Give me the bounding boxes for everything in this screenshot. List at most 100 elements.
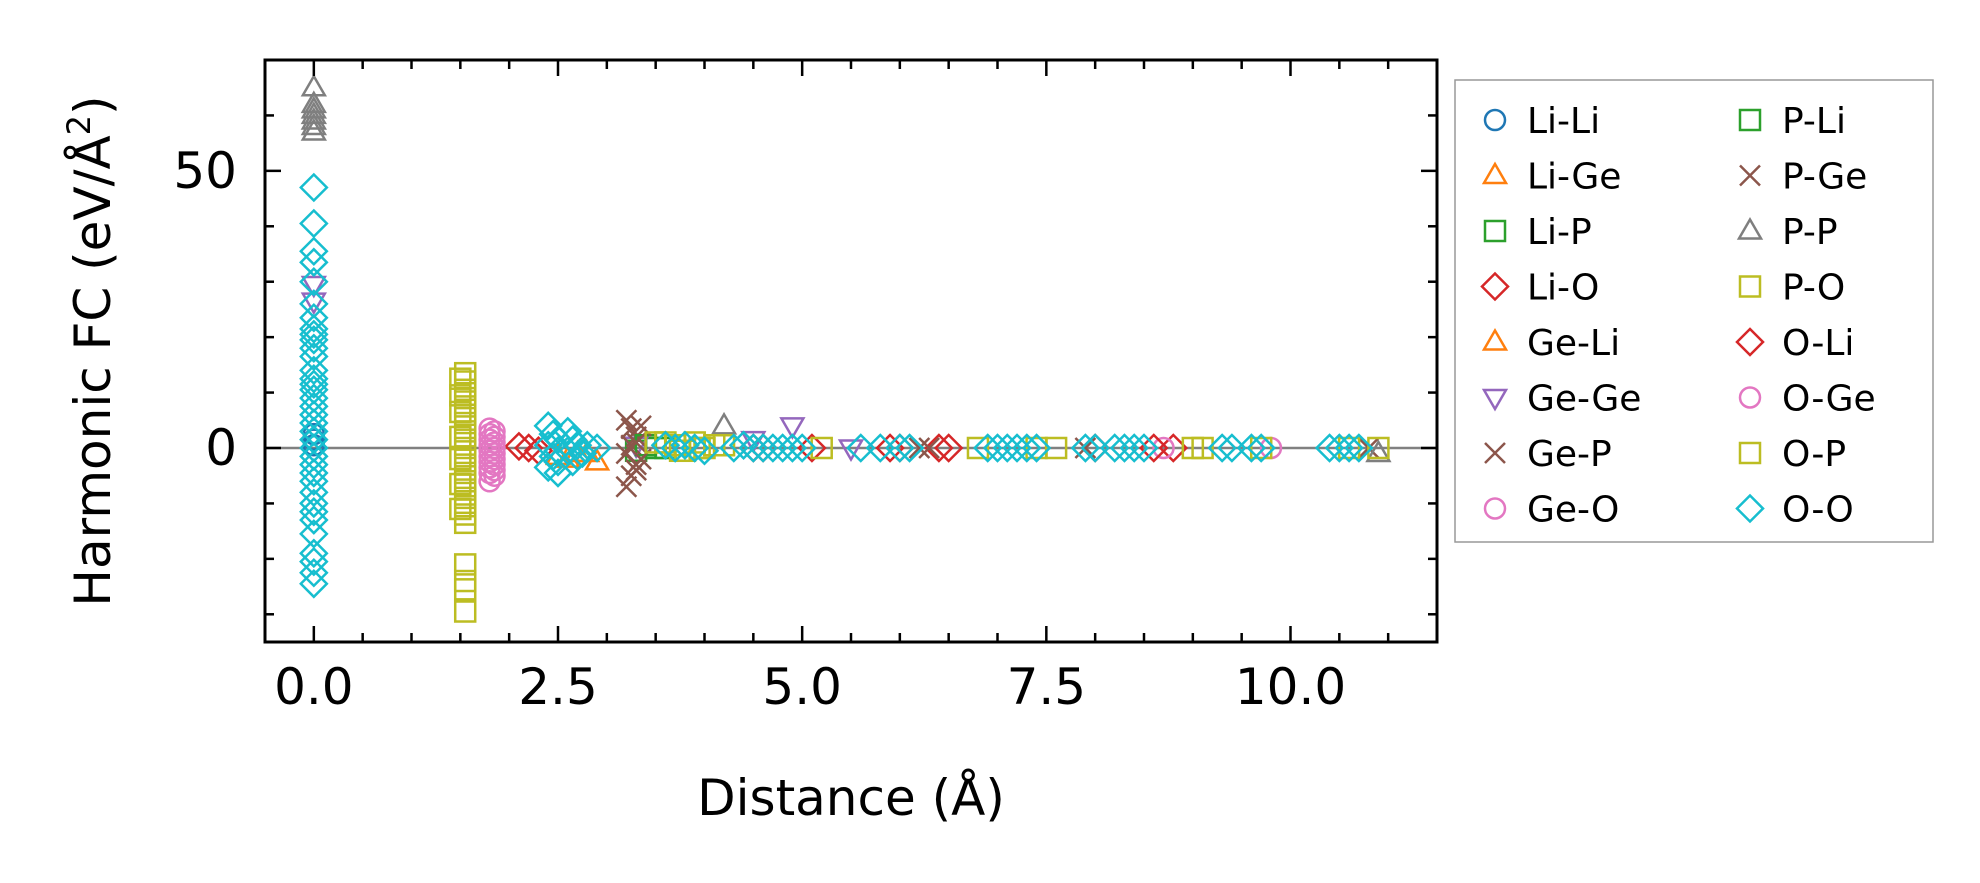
y-axis-title-superscript: 2	[60, 115, 98, 135]
data-point-o-o	[299, 325, 329, 355]
data-point-ge-p	[615, 475, 638, 498]
data-point-li-li	[302, 428, 326, 451]
legend-frame	[1454, 79, 1934, 543]
data-point-o-o	[777, 433, 808, 463]
data-point-o-o	[299, 488, 329, 519]
y-tick-label: 0	[205, 419, 237, 477]
y-axis-title: Harmonic FC (eV/Å2)	[60, 95, 122, 606]
data-point-o-ge	[483, 464, 506, 487]
data-point-o-o	[738, 433, 769, 463]
data-point-o-o	[982, 433, 1013, 463]
data-point-o-o	[533, 411, 564, 441]
data-point-o-o	[728, 430, 759, 460]
data-point-o-o	[1334, 433, 1364, 463]
data-point-p-p	[1365, 439, 1392, 463]
data-point-o-p	[449, 425, 472, 449]
legend-marker-p-p	[1736, 217, 1764, 240]
data-point-o-o	[992, 433, 1023, 463]
legend: Li-Li Li-Ge Li-P Li-O Ge-Li Ge-Ge Ge-P Ge-O P-Li…	[1454, 79, 1934, 543]
data-point-o-o	[299, 557, 329, 588]
data-point-o-p	[449, 384, 472, 407]
data-point-o-o	[1080, 433, 1110, 463]
x-tick-label: 0.0	[274, 658, 354, 716]
data-point-o-o	[972, 433, 1003, 463]
axis-ticks	[263, 58, 1439, 642]
data-point-o-o	[582, 433, 612, 463]
data-point-o-p	[1191, 436, 1214, 460]
legend-marker-o-li	[1735, 327, 1765, 357]
legend-marker-ge-ge	[1481, 388, 1509, 412]
data-point-o-p	[1044, 436, 1068, 460]
legend-marker-o-o	[1735, 493, 1765, 524]
data-point-li-o	[924, 433, 954, 463]
data-point-li-o	[797, 433, 827, 463]
data-point-ge-o	[1152, 436, 1175, 460]
data-point-o-o	[299, 505, 329, 535]
data-point-o-o	[689, 436, 720, 466]
legend-label-p-li: P-Li	[1782, 101, 1846, 142]
data-point-o-o	[748, 433, 778, 463]
legend-marker-li-p	[1483, 219, 1507, 243]
data-point-o-ge	[483, 436, 506, 460]
data-point-p-o	[966, 436, 990, 460]
data-point-o-o	[1002, 433, 1032, 463]
legend-marker-li-li	[1483, 108, 1507, 132]
legend-marker-ge-li	[1481, 328, 1509, 351]
data-point-o-o	[845, 433, 876, 463]
data-point-li-o	[504, 431, 534, 462]
data-point-o-o	[1324, 433, 1355, 463]
legend-marker-o-ge	[1738, 386, 1762, 409]
legend-marker-o-p	[1738, 441, 1762, 465]
data-point-o-o	[1314, 433, 1345, 463]
data-point-o-o	[299, 569, 329, 599]
data-point-o-o	[299, 538, 329, 569]
data-point-o-p	[1337, 436, 1361, 460]
data-point-o-o	[299, 319, 329, 350]
legend-label-ge-li: Ge-Li	[1527, 323, 1620, 364]
data-point-o-o	[660, 433, 690, 463]
legend-label-ge-ge: Ge-Ge	[1527, 379, 1641, 420]
data-point-o-o	[885, 433, 915, 463]
legend-marker-p-li	[1738, 108, 1762, 132]
data-point-p-o	[1249, 436, 1273, 460]
data-point-o-o	[299, 458, 329, 488]
data-point-o-o	[572, 430, 603, 460]
data-point-o-ge	[483, 447, 506, 471]
legend-label-li-li: Li-Li	[1527, 101, 1600, 142]
legend-label-o-p: O-P	[1782, 434, 1846, 475]
data-point-o-ge	[483, 442, 506, 465]
data-point-p-p	[300, 112, 328, 136]
data-point-o-ge	[483, 458, 506, 482]
data-point-p-o	[1367, 436, 1390, 460]
data-point-o-o	[679, 433, 710, 463]
data-point-o-o	[1207, 433, 1237, 463]
data-point-o-o	[552, 416, 583, 447]
data-point-o-o	[1070, 433, 1101, 463]
plot-area	[263, 58, 1439, 644]
legend-label-li-p: Li-P	[1527, 212, 1592, 253]
data-point-o-o	[758, 433, 788, 463]
data-point-o-o	[719, 433, 749, 463]
legend-marker-li-ge	[1481, 161, 1509, 185]
data-point-o-o	[562, 430, 593, 460]
y-axis-title-base: Harmonic FC (eV/Å	[64, 135, 122, 606]
data-point-p-p	[300, 106, 328, 130]
data-point-o-o	[894, 433, 925, 463]
data-markers	[299, 73, 1392, 623]
data-point-o-o	[767, 433, 798, 463]
legend-marker-ge-p	[1484, 442, 1506, 464]
data-point-o-o	[299, 247, 329, 278]
data-point-o-li	[1138, 433, 1169, 463]
data-point-o-o	[1236, 433, 1267, 463]
legend-label-p-ge: P-Ge	[1782, 157, 1867, 198]
legend-label-o-o: O-O	[1782, 490, 1854, 531]
data-point-o-o	[865, 433, 896, 463]
data-point-o-o	[299, 236, 329, 266]
data-point-ge-p	[908, 437, 931, 459]
data-point-ge-ge	[837, 439, 865, 462]
data-point-o-li	[875, 433, 905, 463]
data-point-o-p	[449, 497, 472, 521]
data-point-p-p	[710, 411, 738, 435]
data-point-p-p	[300, 118, 328, 141]
legend-label-ge-p: Ge-P	[1527, 434, 1612, 475]
